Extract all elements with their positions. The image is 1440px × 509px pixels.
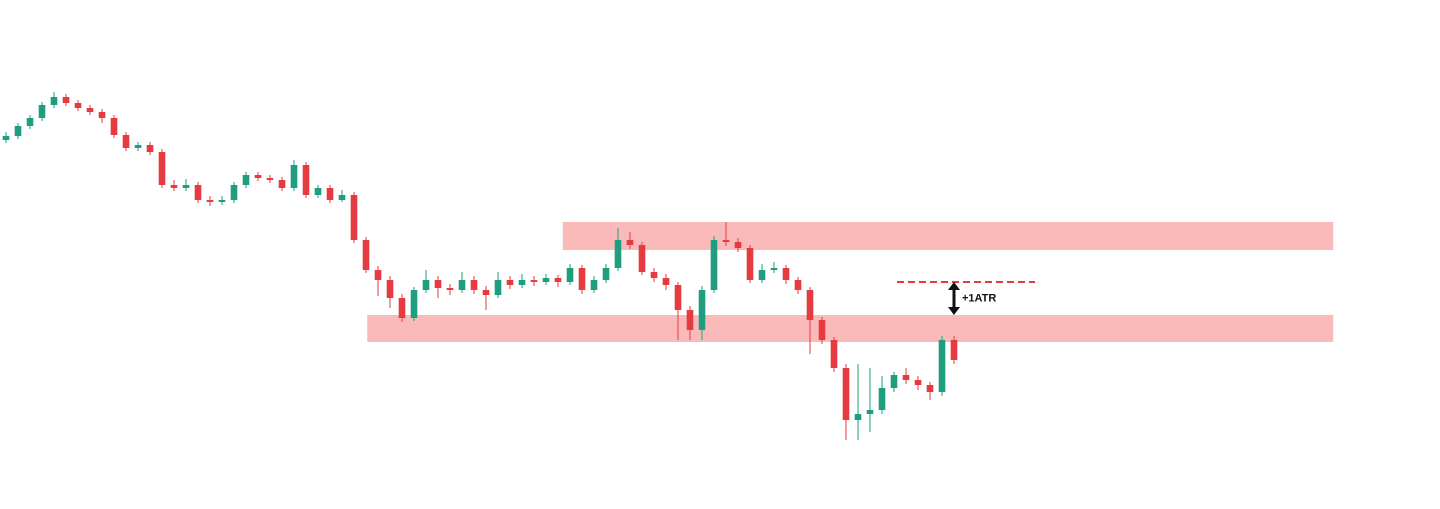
candle-body <box>110 118 118 135</box>
candle-body <box>902 375 910 380</box>
candle-body <box>446 288 454 290</box>
annotation: +1ATR <box>962 292 996 304</box>
candle-body <box>290 165 298 188</box>
candle-body <box>950 340 958 360</box>
candle-body <box>638 245 646 272</box>
arrow-head <box>948 282 960 290</box>
candle-body <box>386 280 394 298</box>
zone <box>562 222 1334 250</box>
candle-body <box>554 278 562 282</box>
candle-body <box>698 290 706 330</box>
candle-body <box>434 280 442 288</box>
candle-body <box>626 240 634 245</box>
candle-body <box>794 280 802 290</box>
candle-body <box>506 280 514 285</box>
candle-body <box>278 180 286 188</box>
candle-body <box>374 270 382 280</box>
candle-body <box>602 268 610 280</box>
candle-body <box>758 270 766 280</box>
candle-body <box>842 368 850 420</box>
candle-body <box>782 268 790 280</box>
candle-body <box>458 280 466 290</box>
candle-body <box>338 195 346 200</box>
candle-body <box>614 240 622 268</box>
candle-body <box>722 240 730 242</box>
candle-body <box>38 105 46 118</box>
candle-body <box>398 298 406 318</box>
candle-body <box>158 152 166 185</box>
candle-body <box>50 97 58 105</box>
candle-body <box>230 185 238 200</box>
arrow-head <box>948 307 960 315</box>
candle-body <box>170 185 178 188</box>
candle-body <box>98 112 106 118</box>
candle-body <box>578 268 586 290</box>
candle-body <box>518 280 526 285</box>
candle-body <box>542 278 550 282</box>
candle-body <box>206 200 214 202</box>
candle-body <box>662 278 670 285</box>
candle-body <box>134 145 142 148</box>
candle-body <box>182 185 190 188</box>
candle-body <box>590 280 598 290</box>
candle-body <box>242 175 250 185</box>
candle-body <box>422 280 430 290</box>
candle-body <box>218 200 226 202</box>
candle-body <box>530 280 538 282</box>
candle-body <box>890 375 898 388</box>
candle-body <box>122 135 130 148</box>
candle-body <box>806 290 814 320</box>
candle-body <box>410 290 418 318</box>
candle-body <box>938 340 946 392</box>
candle-body <box>650 272 658 278</box>
candle-body <box>926 385 934 392</box>
candle-body <box>314 188 322 195</box>
candle-body <box>74 103 82 108</box>
candle-body <box>194 185 202 200</box>
candle-body <box>566 268 574 282</box>
candle-body <box>62 97 70 103</box>
candle-body <box>686 310 694 330</box>
candle-body <box>866 410 874 414</box>
candle-body <box>14 126 22 136</box>
candle-body <box>266 178 274 180</box>
candle-body <box>470 280 478 290</box>
candle-body <box>494 280 502 295</box>
candle-body <box>878 388 886 410</box>
candle-body <box>830 340 838 368</box>
candle-body <box>350 195 358 240</box>
candle-body <box>86 108 94 112</box>
candle-body <box>770 268 778 270</box>
candle-body <box>746 248 754 280</box>
candle-body <box>26 118 34 126</box>
candle-body <box>674 285 682 310</box>
candle-body <box>710 240 718 290</box>
candle-body <box>302 165 310 195</box>
candle-body <box>734 242 742 248</box>
candle-body <box>326 188 334 200</box>
candle-body <box>362 240 370 270</box>
candle-body <box>2 136 10 140</box>
candle-body <box>818 320 826 340</box>
zone <box>367 315 1334 342</box>
candle-body <box>482 290 490 295</box>
candle-body <box>254 175 262 178</box>
candle-body <box>854 414 862 420</box>
candle-body <box>914 380 922 385</box>
candle-body <box>146 145 154 152</box>
